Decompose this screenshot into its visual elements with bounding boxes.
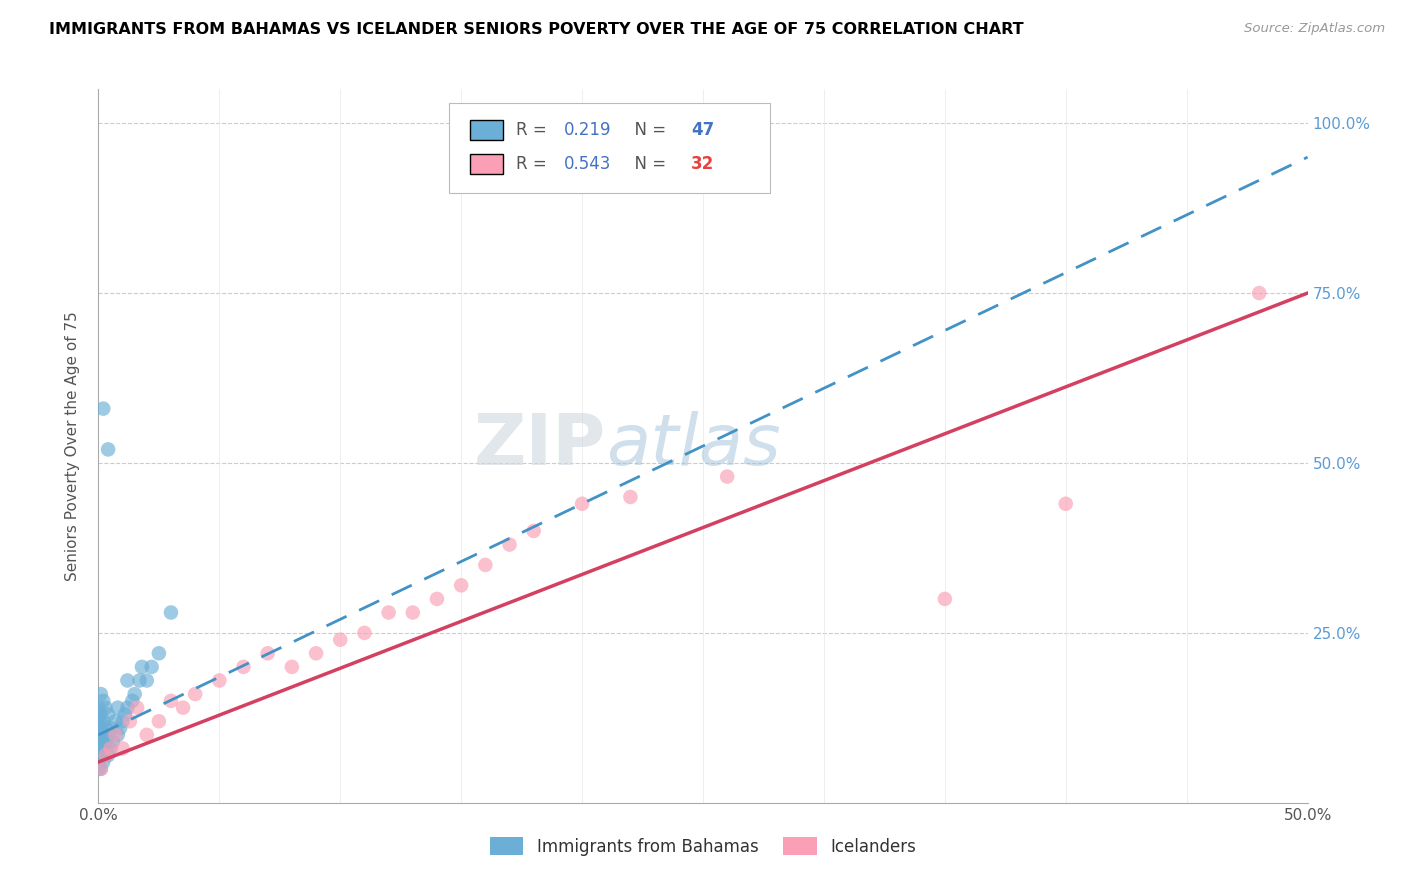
Point — [90, 762, 112, 776]
Point — [90, 687, 112, 701]
Point — [90, 762, 112, 776]
Point — [91, 728, 114, 742]
Text: 47: 47 — [690, 121, 714, 139]
Point — [208, 673, 231, 688]
Point — [91, 741, 114, 756]
Point — [100, 741, 122, 756]
Point — [87, 755, 110, 769]
Point — [91, 714, 114, 729]
Point — [91, 755, 114, 769]
Point — [571, 497, 593, 511]
Point — [97, 707, 120, 722]
Text: R =: R = — [516, 121, 551, 139]
Point — [101, 734, 124, 748]
Point — [87, 728, 110, 742]
Point — [377, 606, 399, 620]
Point — [87, 748, 110, 763]
Point — [127, 700, 149, 714]
Text: IMMIGRANTS FROM BAHAMAS VS ICELANDER SENIORS POVERTY OVER THE AGE OF 75 CORRELAT: IMMIGRANTS FROM BAHAMAS VS ICELANDER SEN… — [49, 22, 1024, 37]
Point — [104, 728, 127, 742]
Point — [107, 728, 129, 742]
Point — [97, 442, 120, 457]
Point — [87, 707, 110, 722]
Legend: Immigrants from Bahamas, Icelanders: Immigrants from Bahamas, Icelanders — [484, 830, 922, 863]
Point — [104, 714, 127, 729]
Text: ZIP: ZIP — [474, 411, 606, 481]
Point — [91, 401, 114, 416]
Point — [141, 660, 163, 674]
Point — [619, 490, 641, 504]
Text: 0.219: 0.219 — [564, 121, 612, 139]
Point — [87, 762, 110, 776]
Point — [94, 748, 117, 763]
Point — [90, 707, 112, 722]
Point — [148, 714, 170, 729]
Point — [97, 748, 120, 763]
Point — [329, 632, 352, 647]
Point — [1249, 286, 1271, 301]
Point — [117, 673, 139, 688]
Point — [100, 721, 122, 735]
Point — [111, 714, 134, 729]
Point — [114, 707, 136, 722]
Point — [402, 606, 425, 620]
Point — [100, 741, 122, 756]
Point — [184, 687, 207, 701]
FancyBboxPatch shape — [470, 120, 503, 140]
Text: 0.543: 0.543 — [564, 155, 612, 173]
Point — [934, 591, 956, 606]
Text: N =: N = — [624, 155, 672, 173]
Point — [94, 734, 117, 748]
Point — [523, 524, 546, 538]
Point — [124, 687, 146, 701]
Point — [97, 728, 120, 742]
Point — [426, 591, 449, 606]
Point — [281, 660, 304, 674]
Point — [108, 721, 131, 735]
Point — [160, 606, 183, 620]
Point — [716, 469, 738, 483]
Y-axis label: Seniors Poverty Over the Age of 75: Seniors Poverty Over the Age of 75 — [65, 311, 80, 581]
FancyBboxPatch shape — [449, 103, 769, 193]
Text: 32: 32 — [690, 155, 714, 173]
Point — [172, 700, 194, 714]
Point — [87, 741, 110, 756]
Text: Source: ZipAtlas.com: Source: ZipAtlas.com — [1244, 22, 1385, 36]
Point — [90, 734, 112, 748]
Text: N =: N = — [624, 121, 672, 139]
Point — [94, 700, 117, 714]
Point — [87, 721, 110, 735]
Point — [90, 721, 112, 735]
Point — [498, 537, 520, 551]
Text: R =: R = — [516, 155, 551, 173]
Point — [94, 721, 117, 735]
Point — [148, 646, 170, 660]
Point — [87, 714, 110, 729]
FancyBboxPatch shape — [470, 154, 503, 174]
Point — [353, 626, 375, 640]
Point — [118, 714, 141, 729]
Point — [450, 578, 472, 592]
Point — [474, 558, 496, 572]
Point — [1054, 497, 1077, 511]
Point — [90, 748, 112, 763]
Point — [305, 646, 328, 660]
Point — [121, 694, 143, 708]
Point — [131, 660, 153, 674]
Text: atlas: atlas — [606, 411, 780, 481]
Point — [94, 748, 117, 763]
Point — [135, 728, 157, 742]
Point — [160, 694, 183, 708]
Point — [87, 700, 110, 714]
Point — [135, 673, 157, 688]
Point — [117, 700, 139, 714]
Point — [107, 700, 129, 714]
Point — [91, 694, 114, 708]
Point — [256, 646, 278, 660]
Point — [128, 673, 150, 688]
Point — [111, 741, 134, 756]
Point — [87, 734, 110, 748]
Point — [232, 660, 254, 674]
